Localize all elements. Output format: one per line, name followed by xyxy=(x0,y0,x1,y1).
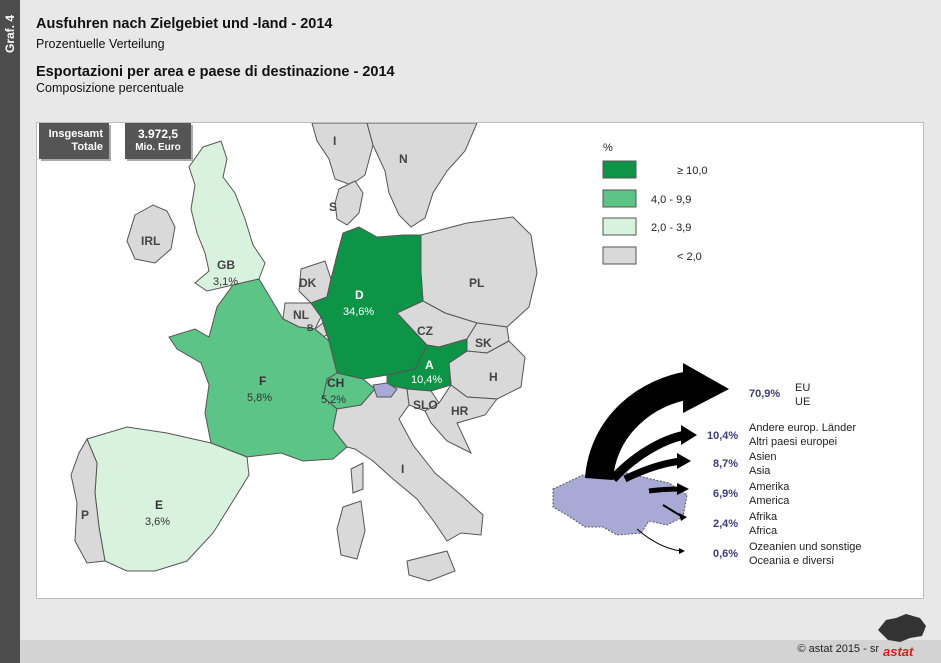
subtitle-de: Prozentuelle Verteilung xyxy=(36,37,165,51)
flow-arrowhead-eu xyxy=(683,363,729,413)
flow-arrowhead-oceania xyxy=(679,548,685,554)
label-hr: HR xyxy=(451,404,469,418)
flow-label-it-eu: UE xyxy=(795,396,810,408)
value-f: 5,8% xyxy=(247,392,272,404)
flow-arrowhead-asia xyxy=(677,453,691,469)
label-irl: IRL xyxy=(141,234,160,248)
footer-strip xyxy=(20,640,941,663)
subtitle-it: Composizione percentuale xyxy=(36,81,185,95)
legend-swatch-3 xyxy=(602,217,637,236)
side-bar xyxy=(0,0,20,663)
flow-label-de-other-europe: Andere europ. Länder xyxy=(749,422,856,434)
label-h: H xyxy=(489,370,498,384)
label-e: E xyxy=(155,498,163,512)
flow-arrow-eu xyxy=(585,371,694,481)
map-panel: I N S IRL GB DK NL B PL CZ SK H SLO HR C… xyxy=(36,122,924,599)
flow-value-oceania: 0,6% xyxy=(713,548,738,560)
total-label-de: Insgesamt xyxy=(48,128,103,140)
copyright: © astat 2015 - sr xyxy=(797,643,879,655)
label-p: P xyxy=(81,508,89,522)
label-s: N xyxy=(399,152,408,166)
flow-value-other-europe: 10,4% xyxy=(707,430,738,442)
astat-logo-icon xyxy=(878,614,926,642)
country-f xyxy=(168,278,348,462)
flow-value-eu: 70,9% xyxy=(749,388,780,400)
island-corsica xyxy=(350,462,364,494)
graph-number-label: Graf. 4 xyxy=(3,14,18,54)
label-pl: PL xyxy=(469,276,484,290)
total-value: 3.972,5 xyxy=(137,127,179,141)
flow-arrow-oceania xyxy=(636,528,682,552)
legend-swatch-1 xyxy=(602,160,637,179)
flow-value-africa: 2,4% xyxy=(713,518,738,530)
flow-label-de-asia: Asien xyxy=(749,451,777,463)
flow-arrowhead-africa xyxy=(679,513,687,521)
value-ch: 5,2% xyxy=(321,394,346,406)
flow-label-de-america: Amerika xyxy=(749,481,790,493)
country-i xyxy=(332,384,484,542)
total-label-it: Totale xyxy=(71,141,103,153)
label-f: F xyxy=(259,374,266,388)
flow-arrow-other-europe xyxy=(609,430,686,483)
country-p xyxy=(70,437,106,564)
label-d: D xyxy=(355,288,364,302)
flow-label-it-africa: Africa xyxy=(749,525,778,537)
legend-label-4: < 2,0 xyxy=(677,251,702,263)
flow-value-asia: 8,7% xyxy=(713,458,738,470)
title-de: Ausfuhren nach Zielgebiet und -land - 20… xyxy=(36,16,333,32)
country-hr xyxy=(424,384,498,455)
flow-arrow-america xyxy=(648,486,682,494)
south-tyrol-map xyxy=(372,382,398,398)
country-s xyxy=(366,123,478,228)
label-l: B xyxy=(307,323,314,333)
total-label-box: Insgesamt Totale xyxy=(39,123,109,159)
legend-swatch-2 xyxy=(602,189,637,208)
label-gb: GB xyxy=(217,258,235,272)
map-canvas: I N S IRL GB DK NL B PL CZ SK H SLO HR C… xyxy=(70,123,862,582)
label-cz: CZ xyxy=(417,324,433,338)
label-ch: CH xyxy=(327,376,344,390)
graph-number-tag: Graf. 4 xyxy=(0,0,20,68)
label-slo: SLO xyxy=(413,398,438,412)
value-gb: 3,1% xyxy=(213,276,238,288)
label-b: NL xyxy=(293,308,309,322)
label-nl: DK xyxy=(299,276,317,290)
country-dk xyxy=(334,180,364,226)
title-it: Esportazioni per area e paese di destina… xyxy=(36,64,395,80)
legend-label-1: ≥ 10,0 xyxy=(677,165,708,177)
legend-unit: % xyxy=(603,142,613,154)
flow-value-america: 6,9% xyxy=(713,488,738,500)
astat-logo-text: astat xyxy=(883,644,914,659)
flow-label-it-other-europe: Altri paesi europei xyxy=(749,436,837,448)
value-d: 34,6% xyxy=(343,306,374,318)
label-a: A xyxy=(425,358,434,372)
label-sk: SK xyxy=(475,336,492,350)
island-sicily xyxy=(406,550,456,582)
flow-arrowhead-other-europe xyxy=(681,425,697,445)
flow-label-de-oceania: Ozeanien und sonstige xyxy=(749,541,862,553)
label-n: I xyxy=(333,134,336,148)
flow-label-it-asia: Asia xyxy=(749,465,771,477)
country-irl xyxy=(126,204,176,264)
label-italy: I xyxy=(401,462,404,476)
label-dk: S xyxy=(329,200,337,214)
flow-label-it-america: America xyxy=(749,495,790,507)
flow-label-de-africa: Afrika xyxy=(749,511,778,523)
legend-label-3: 2,0 - 3,9 xyxy=(651,222,691,234)
total-unit: Mio. Euro xyxy=(135,142,181,153)
flow-arrowhead-america xyxy=(677,483,689,495)
value-a: 10,4% xyxy=(411,374,442,386)
legend-label-2: 4,0 - 9,9 xyxy=(651,194,691,206)
flow-arrow-asia xyxy=(623,457,682,483)
total-value-box: 3.972,5 Mio. Euro xyxy=(125,123,191,159)
country-n xyxy=(311,123,374,186)
flow-label-de-eu: EU xyxy=(795,382,810,394)
south-tyrol-inset xyxy=(552,472,688,536)
country-e xyxy=(86,426,250,572)
flow-label-it-oceania: Oceania e diversi xyxy=(749,555,834,567)
island-sardinia xyxy=(336,500,366,560)
legend-swatch-4 xyxy=(602,246,637,265)
value-e: 3,6% xyxy=(145,516,170,528)
